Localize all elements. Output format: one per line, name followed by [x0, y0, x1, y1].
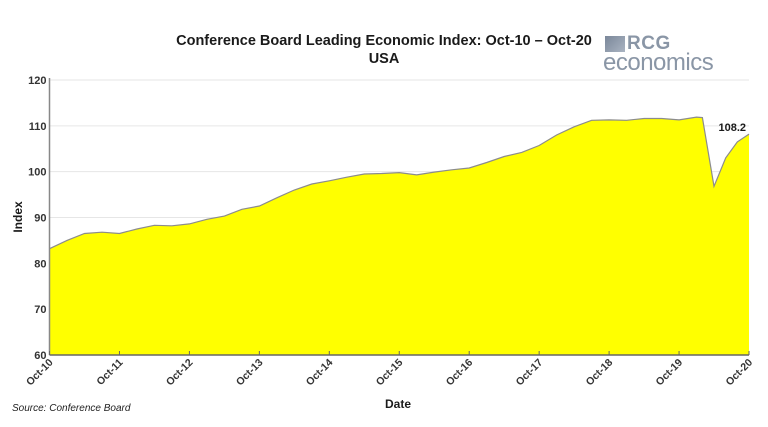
y-axis-label: Index [11, 201, 25, 233]
logo-arrow-icon [605, 36, 625, 52]
y-tick-labels: 60 70 80 90 100 110 120 [28, 75, 46, 362]
x-tick-label: Oct-13 [234, 357, 266, 389]
y-tick-label: 60 [34, 350, 46, 362]
chart-title: Conference Board Leading Economic Index:… [0, 32, 768, 68]
x-tick-label: Oct-19 [654, 357, 686, 389]
x-tick-label: Oct-18 [584, 357, 616, 389]
logo-subtext: economics [603, 49, 714, 76]
chart-subtitle: USA [368, 51, 400, 67]
source-note: Source: Conference Board [12, 403, 131, 414]
y-tick-label: 80 [34, 258, 46, 270]
x-axis-label: Date [385, 397, 411, 411]
y-tick-label: 70 [34, 304, 46, 316]
logo-brand: RCG [627, 33, 671, 54]
x-tick-label: Oct-14 [304, 357, 336, 389]
x-tick-label: Oct-20 [724, 357, 756, 389]
y-tick-label: 90 [34, 213, 46, 225]
last-value-annotation: 108.2 [718, 122, 746, 134]
data-line [49, 116, 750, 250]
y-tick-label: 100 [28, 167, 46, 179]
rcg-economics-logo: RCG economics [600, 33, 750, 79]
y-tick-label: 120 [28, 75, 46, 87]
chart-title-main: Conference Board Leading Economic Index:… [176, 33, 592, 49]
y-tick-label: 110 [29, 121, 47, 133]
x-tick-label: Oct-12 [164, 357, 196, 389]
x-tick-label: Oct-15 [374, 357, 406, 389]
data-area [49, 117, 749, 355]
x-tick-labels: Oct-10 Oct-11 Oct-12 Oct-13 Oct-14 Oct-15 Oct-… [24, 351, 755, 388]
x-tick-label: Oct-16 [444, 357, 476, 389]
x-tick-label: Oct-11 [94, 357, 125, 388]
x-tick-label: Oct-17 [514, 357, 546, 389]
